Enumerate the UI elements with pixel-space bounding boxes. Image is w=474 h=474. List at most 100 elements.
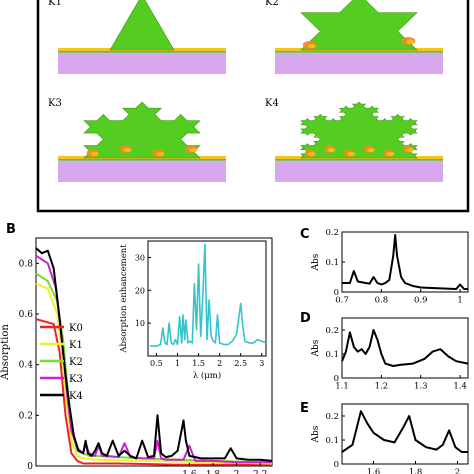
x-tick-label: 1.8	[409, 468, 423, 474]
fractal-antenna	[300, 0, 418, 51]
x-tick-label: 1	[457, 296, 462, 306]
y-tick-label: 0.2	[325, 412, 339, 422]
x-tick-label: 0.5	[150, 359, 163, 368]
panel-d-chart: 0 0.1 0.2 1.1 1.2 1.3 1.4 Abs	[311, 317, 469, 392]
plot-frame	[341, 317, 469, 379]
hot-spot-core	[386, 152, 395, 156]
hot-spot-core	[156, 152, 165, 156]
x-tick-label: 1.6	[182, 470, 197, 474]
fractal-antenna	[83, 101, 201, 159]
panel-letter-e: E	[300, 401, 309, 416]
y-axis-label: Absorption	[0, 324, 11, 381]
model-k2: K2	[265, 0, 443, 74]
x-tick-label: 1.2	[375, 382, 389, 392]
plot-frame	[35, 237, 273, 467]
x-tick-label: 1.8	[206, 470, 221, 474]
y-tick-label: 0.2	[325, 326, 339, 336]
model-label: K1	[48, 0, 62, 8]
y-tick-label: 10	[135, 319, 145, 328]
substrate-slab	[58, 52, 226, 74]
legend-label-k2: K2	[69, 357, 83, 368]
y-tick-label: 0.1	[325, 350, 339, 360]
model-label: K2	[265, 0, 279, 8]
hot-spot-core	[327, 148, 336, 152]
x-tick-label: 1.4	[453, 382, 467, 392]
panel-letter-b: B	[6, 222, 16, 237]
fractal-base-film	[275, 51, 443, 53]
panel-a-frame	[36, 0, 470, 213]
hot-spot-core	[307, 44, 316, 48]
y-tick-label: 0.2	[19, 411, 33, 421]
panel-letter-d: D	[300, 311, 311, 326]
series-line-k1	[35, 282, 273, 465]
x-tick-label: 0.8	[375, 296, 389, 306]
legend-label-k4: K4	[69, 391, 83, 402]
substrate-top	[275, 160, 443, 164]
series-line-0	[341, 329, 469, 367]
plot-frame	[341, 403, 469, 465]
x-tick-label: 1.1	[335, 382, 349, 392]
panel-c-chart: 0 0.1 0.2 0.7 0.8 0.9 1 Abs	[311, 228, 469, 306]
x-tick-label: 1.6	[367, 468, 381, 474]
hot-spot-core	[347, 152, 356, 156]
x-tick-label: 2	[234, 470, 240, 474]
hot-spot-core	[406, 148, 415, 152]
plot-frame	[147, 240, 267, 357]
series-line-k0	[35, 318, 272, 466]
series-line-k4	[35, 247, 273, 462]
x-tick-label: 2.5	[234, 359, 247, 368]
model-label: K4	[265, 98, 279, 109]
panel-b-chart: 00.20.40.60.81.61.822.2AbsorptionK0K1K2K…	[0, 237, 273, 474]
model-k1: K1	[48, 0, 226, 74]
panel-a-models: K1 K2 K3 K4	[48, 0, 443, 182]
y-axis-label: Abs	[311, 425, 321, 443]
substrate-slab	[275, 52, 443, 74]
x-tick-label: 2	[455, 468, 460, 474]
legend-label-k0: K0	[69, 323, 83, 334]
x-tick-label: 2.2	[253, 470, 267, 474]
x-tick-label: 3	[259, 359, 264, 368]
y-tick-label: 0	[27, 462, 33, 472]
panel-letter-c: C	[300, 227, 310, 242]
y-tick-label: 0.2	[325, 228, 339, 238]
substrate-top	[275, 52, 443, 56]
legend: K0 K1 K2 K3 K4	[40, 323, 83, 402]
x-tick-label: 2	[217, 359, 222, 368]
series-line-0	[342, 234, 468, 290]
hot-spot-core	[307, 152, 316, 156]
y-tick-label: 0	[334, 374, 339, 384]
y-tick-label: 20	[135, 286, 145, 295]
hot-spot-core	[189, 148, 198, 152]
x-tick-label: 1.3	[414, 382, 428, 392]
y-tick-label: 0	[334, 288, 339, 298]
y-tick-label: 0.8	[19, 259, 34, 269]
legend-label-k1: K1	[69, 340, 83, 351]
y-tick-label: 0.1	[325, 436, 339, 446]
panel-e-chart: 0 0.1 0.2 1.6 1.8 2 Abs	[311, 403, 469, 474]
substrate-top	[58, 160, 226, 164]
fractal-antenna	[300, 101, 418, 159]
y-tick-label: 0	[334, 460, 339, 470]
legend-label-k3: K3	[69, 374, 83, 385]
substrate-slab	[58, 160, 226, 182]
y-tick-label: 0.4	[19, 361, 34, 371]
model-label: K3	[48, 98, 62, 109]
hot-spot-core	[90, 152, 99, 156]
hot-spot-core	[123, 148, 132, 152]
x-tick-label: 1	[175, 359, 180, 368]
x-tick-label: 1.5	[192, 359, 205, 368]
y-tick-label: 0.6	[19, 310, 34, 320]
y-tick-label: 30	[135, 253, 145, 262]
y-axis-label: Absorption enhancement	[119, 244, 129, 354]
hot-spot-core	[406, 40, 415, 44]
series-line-0	[150, 243, 267, 347]
y-tick-label: 0.1	[325, 258, 339, 268]
series-line-0	[341, 410, 468, 453]
x-tick-label: 0.7	[335, 296, 349, 306]
substrate-top	[58, 52, 226, 56]
model-k4: K4	[265, 98, 443, 182]
fractal-antenna	[109, 0, 175, 51]
fractal-base-film	[58, 159, 226, 161]
substrate-slab	[275, 160, 443, 182]
